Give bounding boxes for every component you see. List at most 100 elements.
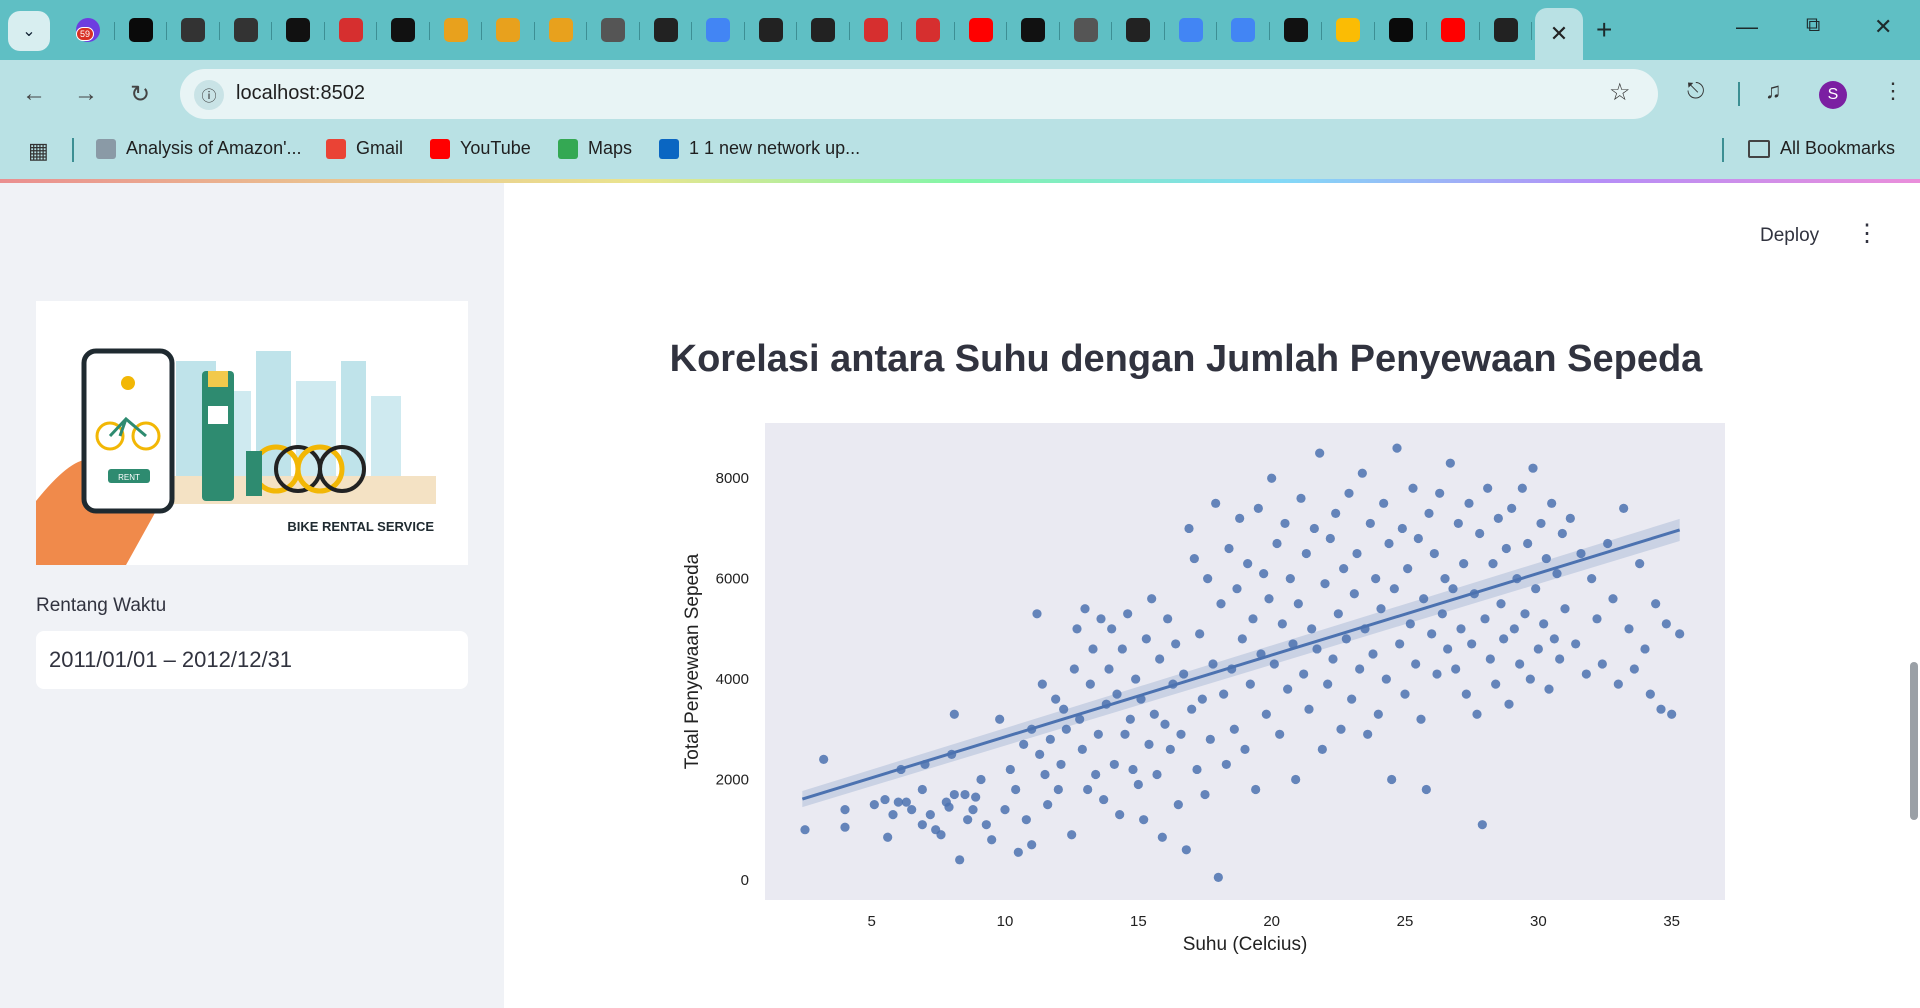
data-point [1299, 669, 1309, 679]
data-point [1603, 538, 1613, 549]
tab-item[interactable] [1480, 16, 1533, 44]
data-point [883, 832, 893, 842]
data-point [1323, 679, 1333, 689]
back-button[interactable]: ← [16, 76, 52, 112]
tab-item[interactable] [325, 16, 378, 44]
tab-item[interactable] [1217, 16, 1270, 44]
data-point [1515, 659, 1525, 669]
data-point [1011, 784, 1021, 795]
tab-item[interactable] [272, 16, 325, 44]
data-point [1509, 624, 1519, 634]
data-point [1440, 574, 1450, 584]
data-point [1296, 493, 1306, 503]
data-point [907, 805, 917, 815]
tab-item[interactable] [797, 16, 850, 44]
data-point [1416, 714, 1426, 724]
data-point [1619, 503, 1629, 513]
data-point [1043, 800, 1053, 810]
tab-item[interactable] [220, 16, 273, 44]
bookmark-star-icon[interactable]: ☆ [1609, 79, 1631, 106]
g-icon [233, 18, 258, 42]
all-bookmarks-button[interactable]: All Bookmarks [1748, 138, 1895, 159]
page-scrollbar[interactable] [1910, 662, 1918, 820]
tab-item[interactable]: 59 [62, 16, 115, 44]
tab-item[interactable] [587, 16, 640, 44]
bookmark-item[interactable]: YouTube [430, 138, 531, 159]
x-tick-label: 25 [1397, 913, 1414, 930]
loading-stripe [0, 179, 1920, 183]
tab-item[interactable] [1060, 16, 1113, 44]
data-point [1179, 669, 1189, 679]
restore-button[interactable]: ⧉ [1806, 14, 1821, 36]
active-tab-close-button[interactable]: ✕ [1535, 8, 1583, 60]
deploy-button[interactable]: Deploy [1760, 225, 1820, 246]
app-menu-icon[interactable]: ⋮ [1855, 220, 1879, 247]
data-point [1235, 513, 1245, 523]
tab-item[interactable] [640, 16, 693, 44]
extensions-icon[interactable]: ⎋ [1687, 78, 1705, 103]
data-point [1477, 820, 1487, 830]
tab-item[interactable] [692, 16, 745, 44]
data-point [1456, 624, 1466, 634]
minimize-button[interactable]: — [1736, 14, 1758, 39]
data-point [1040, 769, 1050, 780]
address-bar[interactable] [180, 69, 1658, 119]
url-text[interactable]: localhost:8502 [236, 82, 365, 104]
media-control-icon[interactable]: ♫ [1765, 78, 1782, 103]
bookmark-item[interactable]: Gmail [326, 138, 403, 159]
x-tick-label: 10 [997, 913, 1014, 930]
tab-item[interactable] [1375, 16, 1428, 44]
data-point [1125, 714, 1135, 724]
x-tick-label: 5 [867, 913, 875, 930]
crown-icon [338, 18, 363, 42]
data-point [1293, 599, 1303, 609]
tab-item[interactable] [1427, 16, 1480, 44]
data-point [1259, 569, 1269, 579]
date-range-input[interactable]: 2011/01/01 – 2012/12/31 [36, 631, 468, 689]
reload-button[interactable]: ↻ [122, 76, 158, 112]
data-point [1251, 784, 1261, 795]
tab-search-button[interactable]: ⌄ [8, 11, 50, 51]
menu-kebab-icon[interactable]: ⋮ [1882, 78, 1904, 103]
tab-item[interactable] [115, 16, 168, 44]
close-window-button[interactable]: ✕ [1874, 14, 1893, 39]
bookmark-item[interactable]: 1 1 new network up... [659, 138, 860, 159]
tab-item[interactable] [850, 16, 903, 44]
data-point [1176, 729, 1186, 739]
tab-item[interactable] [167, 16, 220, 44]
bookmark-label: Gmail [356, 138, 404, 158]
data-point [1501, 543, 1511, 554]
data-point [1392, 443, 1402, 453]
data-point [1424, 508, 1434, 518]
profile-avatar[interactable]: S [1819, 81, 1847, 109]
tab-item[interactable] [377, 16, 430, 44]
x-axis-label: Suhu (Celcius) [1183, 934, 1308, 955]
crown-dark-icon [653, 18, 678, 42]
tab-item[interactable] [1112, 16, 1165, 44]
data-point [1520, 609, 1530, 619]
data-point [1629, 664, 1639, 674]
tab-item[interactable] [1165, 16, 1218, 44]
tab-item[interactable] [1322, 16, 1375, 44]
apps-grid-icon[interactable]: ▦ [28, 138, 49, 163]
tab-item[interactable] [535, 16, 588, 44]
toolbar-divider [1738, 82, 1740, 106]
data-point [1120, 729, 1130, 739]
data-point [1576, 548, 1586, 559]
bookmark-item[interactable]: Analysis of Amazon'... [96, 138, 302, 159]
tab-item[interactable] [430, 16, 483, 44]
data-point [1552, 569, 1562, 579]
tab-item[interactable] [1007, 16, 1060, 44]
tab-item[interactable] [745, 16, 798, 44]
tab-item[interactable] [955, 16, 1008, 44]
site-info-icon[interactable]: ⓘ [194, 80, 224, 110]
tab-item[interactable] [902, 16, 955, 44]
data-point [1496, 599, 1506, 609]
tab-item[interactable] [482, 16, 535, 44]
tab-item[interactable] [1270, 16, 1323, 44]
data-point [1389, 584, 1399, 594]
new-tab-button[interactable]: + [1596, 14, 1613, 45]
bookmark-item[interactable]: Maps [558, 138, 632, 159]
data-point [1635, 558, 1645, 569]
forward-button[interactable]: → [68, 76, 104, 112]
